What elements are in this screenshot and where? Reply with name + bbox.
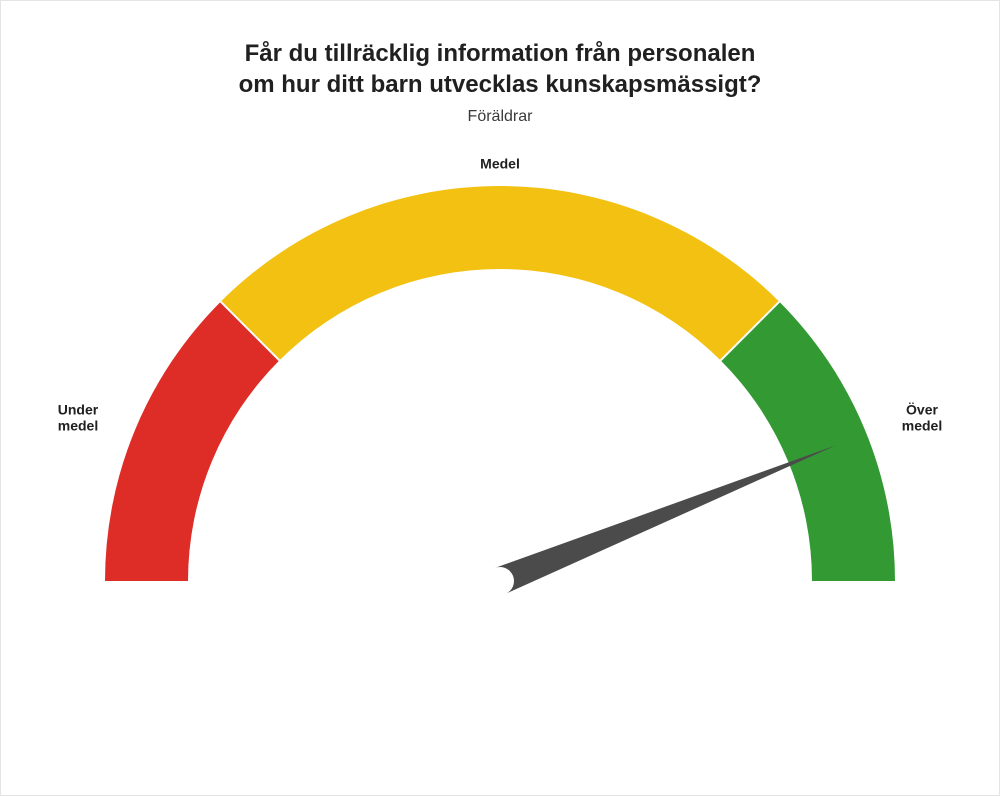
title-line-2: om hur ditt barn utvecklas kunskapsmässi… — [11, 70, 989, 101]
gauge-chart: Undermedel Medel Övermedel — [50, 151, 950, 621]
title-block: Får du tillräcklig information från pers… — [11, 39, 989, 126]
gauge-needle — [495, 445, 836, 594]
subtitle: Föräldrar — [11, 108, 989, 126]
gauge-segment-1 — [221, 186, 780, 360]
title-line-1: Får du tillräcklig information från pers… — [11, 39, 989, 70]
gauge-label-0: Undermedel — [58, 402, 99, 434]
gauge-container: Undermedel Medel Övermedel — [1, 151, 999, 621]
gauge-label-2: Övermedel — [902, 402, 942, 434]
gauge-segment-0 — [105, 302, 279, 581]
gauge-label-1: Medel — [480, 156, 520, 172]
gauge-segment-2 — [721, 302, 895, 581]
chart-frame: Får du tillräcklig information från pers… — [0, 0, 1000, 796]
